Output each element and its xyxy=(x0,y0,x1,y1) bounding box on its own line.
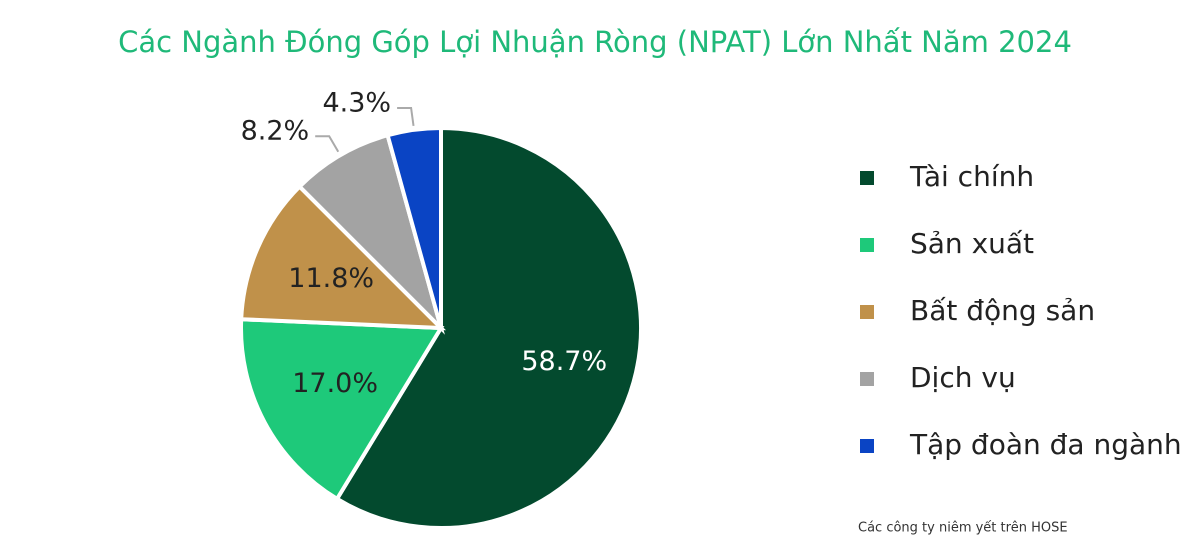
legend-swatch xyxy=(860,305,874,319)
data-label: 17.0% xyxy=(292,368,378,399)
legend-label: Dịch vụ xyxy=(910,361,1016,394)
pie-slice xyxy=(239,317,445,502)
leader-line xyxy=(397,107,415,126)
legend-label: Bất động sản xyxy=(910,294,1095,327)
legend-swatch xyxy=(860,238,874,252)
chart-title: Các Ngành Đóng Góp Lợi Nhuận Ròng (NPAT)… xyxy=(118,25,1072,59)
legend-label: Tài chính xyxy=(909,160,1034,193)
leader-line xyxy=(315,135,340,153)
legend-swatch xyxy=(860,372,874,386)
pie-slice xyxy=(385,125,443,329)
pie-slice xyxy=(334,125,643,530)
legend-label: Tập đoàn đa ngành xyxy=(909,428,1182,461)
legend-swatch xyxy=(860,439,874,453)
data-label: 4.3% xyxy=(322,88,391,119)
pie-slice xyxy=(239,183,447,331)
data-label: 58.7% xyxy=(521,346,607,377)
legend-label: Sản xuất xyxy=(910,227,1034,260)
chart-note: Các công ty niêm yết trên HOSE xyxy=(858,521,1068,536)
data-label: 8.2% xyxy=(241,116,310,147)
data-label: 11.8% xyxy=(288,263,374,294)
legend-swatch xyxy=(860,171,874,185)
